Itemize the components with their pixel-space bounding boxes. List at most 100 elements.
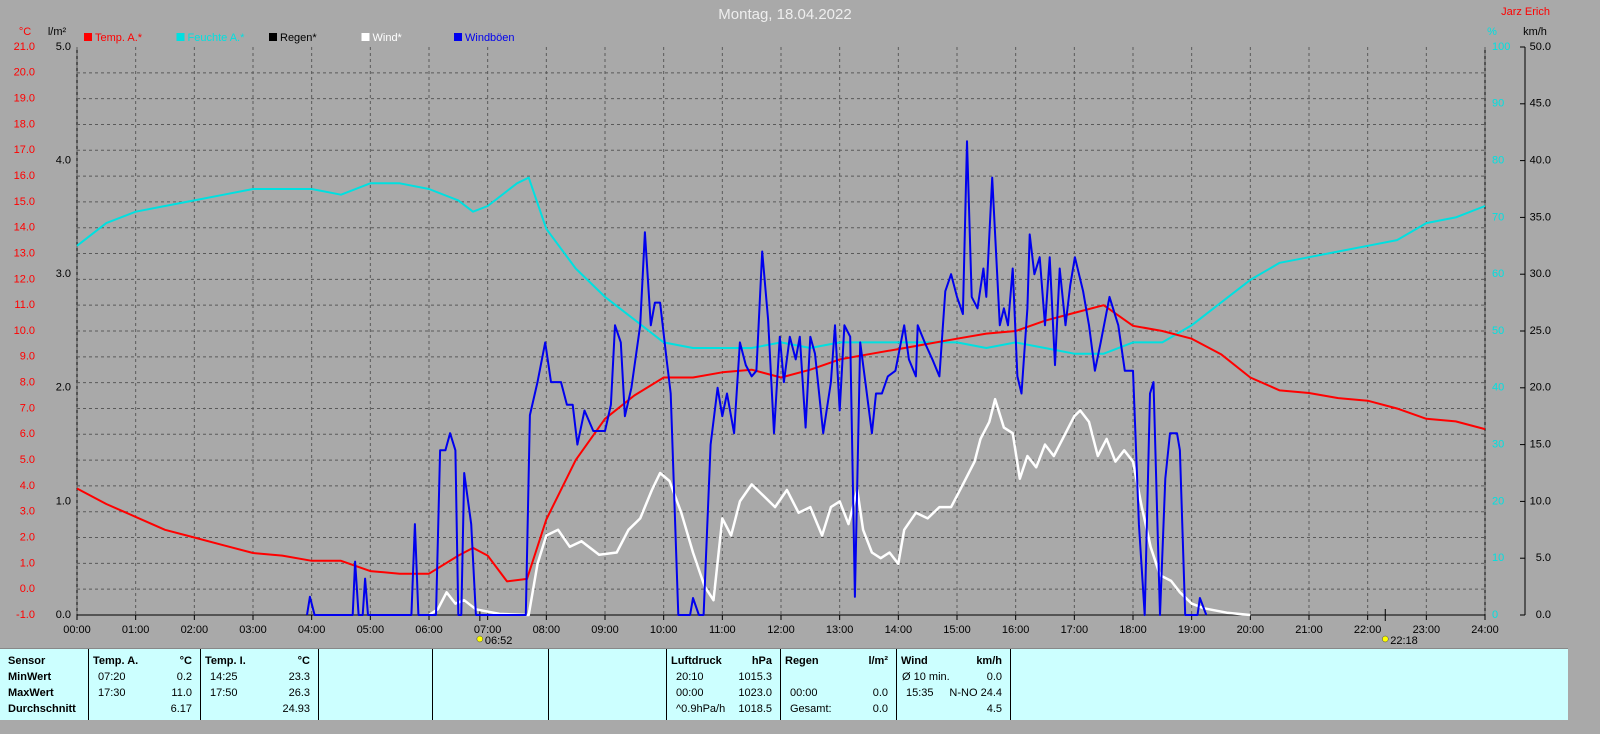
- y4-tick-label: 100: [1492, 41, 1510, 53]
- x-tick-label: 02:00: [181, 624, 209, 636]
- y2-tick-label: 5.0: [1536, 552, 1551, 564]
- y-unit: °C: [19, 26, 31, 38]
- column-border: [88, 649, 89, 720]
- series-line: [306, 140, 1208, 616]
- y-tick-label: 6.0: [20, 428, 35, 440]
- y-tick-label: 3.0: [20, 506, 35, 518]
- y4-tick-label: 10: [1492, 552, 1504, 564]
- y2-tick-label: 10.0: [1530, 495, 1551, 507]
- table-cell: 17:30: [98, 687, 126, 699]
- table-cell: 0.0: [872, 703, 888, 715]
- y3-unit: l/m²: [48, 26, 67, 38]
- legend-swatch: [361, 33, 370, 41]
- y-tick-label: 7.0: [20, 402, 35, 414]
- column-border: [548, 649, 549, 720]
- table-cell: 6.17: [170, 703, 192, 715]
- y2-tick-label: 20.0: [1530, 382, 1551, 394]
- table-cell: 00:00: [790, 687, 818, 699]
- y-tick-label: -1.0: [16, 609, 35, 621]
- legend-swatch: [269, 33, 277, 41]
- series-line: [76, 176, 1486, 355]
- y-tick-label: 13.0: [14, 247, 35, 259]
- y4-tick-label: 90: [1492, 98, 1504, 110]
- x-tick-label: 07:00: [474, 624, 502, 636]
- y-tick-label: 20.0: [14, 67, 35, 79]
- x-tick-label: 14:00: [885, 624, 913, 636]
- series-line: [76, 304, 1486, 583]
- table-cell: 07:20: [98, 671, 126, 683]
- legend-label: Windböen: [465, 32, 515, 44]
- x-tick-label: 21:00: [1295, 624, 1323, 636]
- x-tick-label: 11:00: [709, 624, 736, 636]
- table-cell: Temp. I.: [205, 655, 246, 667]
- y3-tick-label: 1.0: [56, 495, 71, 507]
- x-tick-label: 23:00: [1413, 624, 1441, 636]
- table-cell: 20:10: [676, 671, 704, 683]
- legend-swatch: [176, 33, 185, 41]
- y-tick-label: 17.0: [14, 144, 35, 156]
- table-cell: hPa: [751, 655, 772, 667]
- y-tick-label: 8.0: [20, 377, 35, 389]
- y4-tick-label: 60: [1492, 268, 1504, 280]
- y-tick-label: 9.0: [20, 351, 35, 363]
- y3-tick-label: 0.0: [56, 609, 71, 621]
- table-cell: 0.0: [872, 687, 888, 699]
- y3-tick-label: 4.0: [56, 155, 71, 167]
- y4-tick-label: 40: [1492, 382, 1504, 394]
- y-tick-label: 18.0: [14, 118, 35, 130]
- table-cell: 1015.3: [738, 671, 772, 683]
- column-border: [432, 649, 433, 720]
- y-tick-label: 10.0: [14, 325, 35, 337]
- y-tick-label: 5.0: [20, 454, 35, 466]
- legend-label: Regen*: [280, 32, 317, 44]
- table-cell: 23.3: [288, 671, 310, 683]
- table-cell: Ø 10 min.: [902, 671, 950, 683]
- table-cell: 0.2: [176, 671, 192, 683]
- table-cell: Temp. A.: [93, 655, 139, 667]
- x-tick-label: 08:00: [533, 624, 561, 636]
- author: Jarz Erich: [1501, 6, 1550, 18]
- y-tick-label: 11.0: [14, 299, 35, 311]
- column-border: [1010, 649, 1011, 720]
- y3-tick-label: 5.0: [56, 41, 71, 53]
- x-tick-label: 03:00: [239, 624, 267, 636]
- y3-tick-label: 2.0: [56, 382, 71, 394]
- x-tick-label: 15:00: [943, 624, 971, 636]
- y2-tick-label: 45.0: [1530, 98, 1551, 110]
- x-tick-label: 06:00: [415, 624, 443, 636]
- y2-tick-label: 0.0: [1536, 609, 1551, 621]
- table-cell: Luftdruck: [671, 655, 722, 667]
- stats-table: Sensor MinWert MaxWert Durchschnitt Temp. A.…: [0, 648, 1568, 720]
- sun-label: 22:18: [1390, 635, 1418, 647]
- table-cell: l/m²: [868, 655, 888, 667]
- y2-tick-label: 35.0: [1530, 211, 1551, 223]
- table-cell: 1018.5: [738, 703, 772, 715]
- y-tick-label: 1.0: [20, 557, 35, 569]
- x-tick-label: 16:00: [1002, 624, 1030, 636]
- x-tick-label: 13:00: [826, 624, 854, 636]
- column-border: [780, 649, 781, 720]
- x-tick-label: 12:00: [767, 624, 795, 636]
- y-tick-label: 4.0: [20, 480, 35, 492]
- y-tick-label: 2.0: [20, 531, 35, 543]
- table-cell: Gesamt:: [790, 703, 832, 715]
- x-tick-label: 19:00: [1178, 624, 1206, 636]
- x-tick-label: 24:00: [1471, 624, 1499, 636]
- legend-swatch: [454, 33, 462, 41]
- x-tick-label: 09:00: [591, 624, 619, 636]
- chart-title: Montag, 18.04.2022: [718, 6, 851, 23]
- column-border: [896, 649, 897, 720]
- table-cell: Durchschnitt: [8, 703, 76, 715]
- x-tick-label: 00:00: [63, 624, 91, 636]
- x-tick-label: 10:00: [650, 624, 678, 636]
- table-cell: 00:00: [676, 687, 704, 699]
- table-cell: 4.5: [986, 703, 1002, 715]
- table-cell: N-NO 24.4: [949, 687, 1002, 699]
- y-tick-label: 15.0: [14, 196, 35, 208]
- table-cell: 0.0: [986, 671, 1002, 683]
- legend-label: Wind*: [373, 32, 403, 44]
- legend-label: Temp. A.*: [95, 32, 143, 44]
- y4-tick-label: 0: [1492, 609, 1498, 621]
